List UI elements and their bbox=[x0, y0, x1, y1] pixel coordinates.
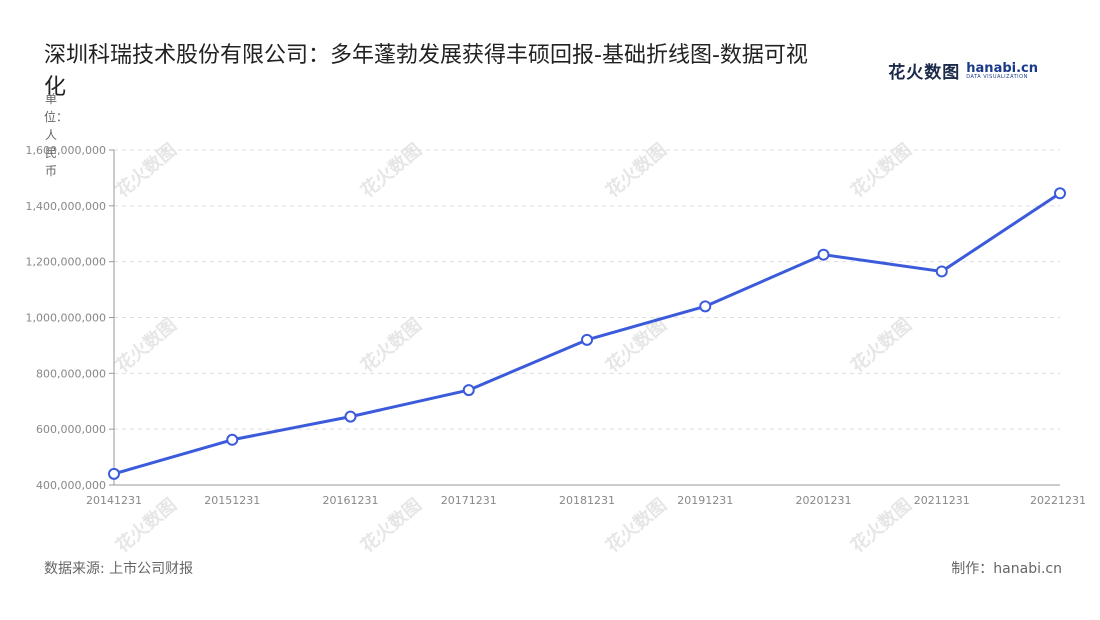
watermark: 花火数图 bbox=[601, 314, 670, 377]
x-tick-label: 20211231 bbox=[914, 494, 970, 507]
watermark: 花火数图 bbox=[111, 314, 180, 377]
y-tick-label: 600,000,000 bbox=[36, 423, 106, 436]
data-point bbox=[226, 433, 239, 446]
data-point bbox=[935, 265, 948, 278]
x-tick-label: 20141231 bbox=[86, 494, 142, 507]
x-tick-label: 20171231 bbox=[441, 494, 497, 507]
y-tick-label: 1,600,000,000 bbox=[26, 144, 106, 157]
data-point bbox=[817, 248, 830, 261]
brand-logo: 花火数图 hanabi.cn DATA VISUALIZATION bbox=[888, 58, 1038, 84]
x-tick-label: 20181231 bbox=[559, 494, 615, 507]
watermark: 花火数图 bbox=[111, 139, 180, 202]
data-point bbox=[699, 300, 712, 313]
data-point bbox=[1054, 187, 1066, 200]
credit-text: 制作：hanabi.cn bbox=[951, 561, 1062, 577]
y-axis-unit-label: 单位：人民币 bbox=[44, 92, 69, 178]
axes bbox=[113, 150, 1060, 486]
series-line bbox=[113, 192, 1061, 476]
logo-en-text: hanabi.cn bbox=[966, 60, 1038, 76]
y-tick-label: 1,400,000,000 bbox=[26, 200, 106, 213]
y-tick-labels: 400,000,000 600,000,000 800,000,000 1,000,0… bbox=[26, 144, 106, 492]
watermark: 花火数图 bbox=[846, 494, 915, 557]
x-tick-label: 20151231 bbox=[204, 494, 260, 507]
data-point bbox=[462, 384, 475, 397]
data-source: 数据来源: 上市公司财报 bbox=[44, 561, 194, 577]
x-tick-label: 20221231 bbox=[1030, 494, 1086, 507]
logo-en-block: hanabi.cn DATA VISUALIZATION bbox=[966, 62, 1038, 80]
data-point bbox=[581, 333, 593, 346]
watermark: 花火数图 bbox=[846, 139, 915, 202]
grid-lines bbox=[109, 149, 1060, 486]
watermark: 花火数图 bbox=[356, 139, 425, 202]
data-point bbox=[344, 410, 357, 423]
logo-cn-text: 花火数图 bbox=[888, 63, 961, 83]
y-tick-label: 1,000,000,000 bbox=[26, 312, 106, 325]
y-tick-label: 800,000,000 bbox=[36, 367, 106, 380]
logo-tagline: DATA VISUALIZATION bbox=[966, 73, 1028, 80]
x-tick-label: 20191231 bbox=[677, 494, 733, 507]
y-tick-label: 1,200,000,000 bbox=[26, 256, 106, 269]
series-layer bbox=[108, 187, 1066, 480]
watermark: 花火数图 bbox=[601, 139, 670, 202]
watermark: 花火数图 bbox=[356, 314, 425, 377]
x-tick-labels: 20141231 20151231 20161231 20171231 20181231… bbox=[86, 494, 1086, 507]
chart-title: 深圳科瑞技术股份有限公司：多年蓬勃发展获得丰硕回报-基础折线图-数据可视化 bbox=[44, 43, 808, 100]
x-tick-label: 20201231 bbox=[796, 494, 852, 507]
y-tick-label: 400,000,000 bbox=[36, 479, 106, 492]
data-point bbox=[108, 467, 120, 480]
x-tick-label: 20161231 bbox=[323, 494, 379, 507]
watermark: 花火数图 bbox=[846, 314, 915, 377]
